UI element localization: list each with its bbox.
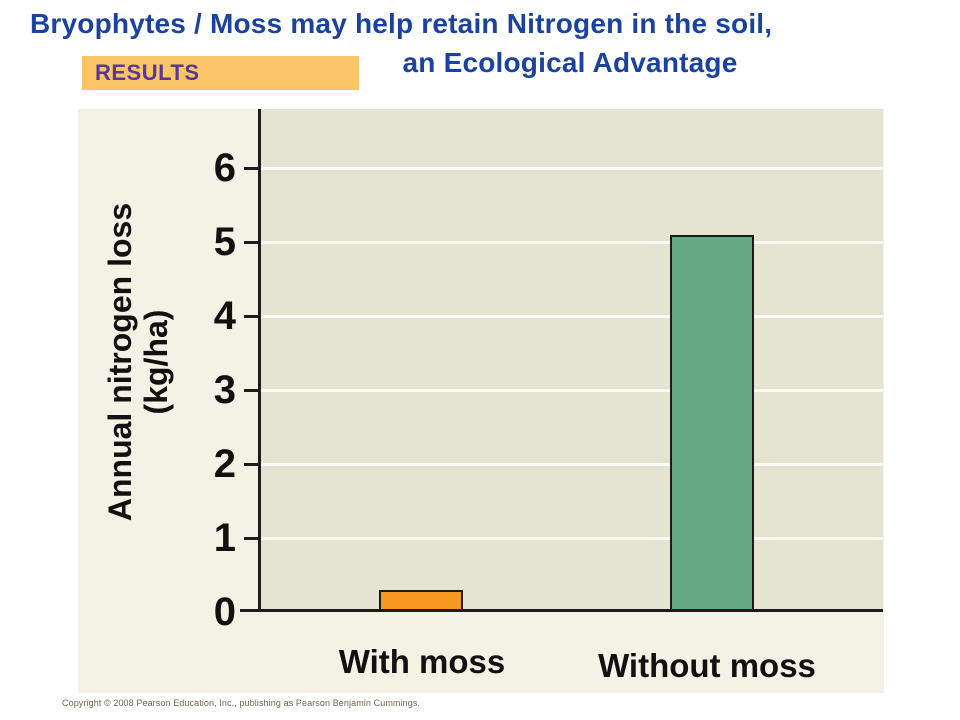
- gridline: [259, 315, 883, 318]
- gridline: [259, 537, 883, 540]
- x-axis-line: [240, 609, 883, 612]
- y-tick-label: 0: [213, 590, 236, 634]
- results-badge: RESULTS: [82, 56, 359, 90]
- y-tick-label: 1: [213, 516, 236, 560]
- y-axis-title-line1: Annual nitrogen loss: [101, 202, 138, 522]
- y-tick-label: 3: [213, 368, 236, 412]
- chart-panel: Annual nitrogen loss (kg/ha) 0 1 2 3 4 5 6 With…: [78, 109, 884, 693]
- y-tick-mark: [244, 167, 258, 170]
- y-axis-line: [258, 109, 261, 612]
- gridline: [259, 167, 883, 170]
- x-category-label: With moss: [338, 643, 506, 680]
- y-tick-label: 5: [213, 220, 236, 264]
- y-tick-mark: [244, 315, 258, 318]
- gridline: [259, 241, 883, 244]
- y-tick-label: 2: [213, 442, 236, 486]
- y-tick-label: 6: [213, 146, 236, 190]
- x-category-label: Without moss: [598, 647, 816, 684]
- copyright-text: Copyright © 2008 Pearson Education, Inc.…: [62, 698, 421, 708]
- y-tick-mark: [244, 241, 258, 244]
- y-tick-label: 4: [213, 294, 236, 338]
- y-tick-mark: [244, 389, 258, 392]
- results-badge-label: RESULTS: [95, 60, 200, 85]
- y-tick-mark: [244, 463, 258, 466]
- bar-without-moss: [670, 235, 754, 612]
- y-tick-mark: [244, 537, 258, 540]
- gridline: [259, 463, 883, 466]
- slide-title-line2: an Ecological Advantage: [402, 47, 738, 78]
- plot-area: [259, 109, 883, 612]
- slide-title-line1: Bryophytes / Moss may help retain Nitrog…: [30, 8, 773, 39]
- gridline: [259, 389, 883, 392]
